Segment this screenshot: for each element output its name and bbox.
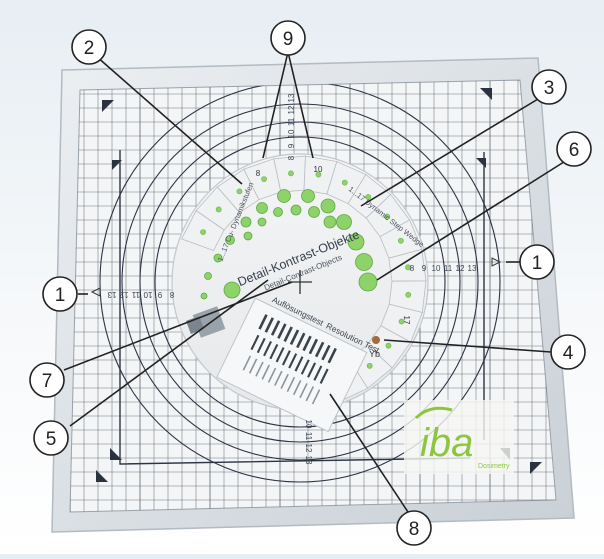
svg-text:5: 5 (46, 429, 57, 450)
scale-top-label: 8 (287, 155, 296, 160)
wedge-dot (384, 213, 391, 220)
wedge-dot (385, 342, 392, 349)
left-arrow-marker (90, 287, 101, 297)
callout-3: 3 (531, 69, 567, 105)
callout-8: 8 (396, 510, 432, 546)
wedge-dot (366, 362, 373, 369)
scale-top-label: 10 (287, 129, 296, 138)
scale-right-label: 11 (444, 264, 453, 273)
wedge-dot (236, 188, 243, 195)
scale-top-label: 12 (287, 105, 296, 114)
callout-1-left: 1 (42, 276, 78, 312)
scale-right-label: 13 (468, 264, 477, 273)
scale-bottom-label: 13 (304, 456, 313, 465)
scale-left-label: 11 (131, 290, 140, 299)
contrast-object (336, 214, 352, 230)
step-label-10: 10 (314, 165, 323, 174)
wedge-dot (215, 206, 222, 213)
callout-9: 9 (270, 20, 306, 56)
callout-leaders (63, 51, 568, 513)
wedge-dot (315, 171, 322, 178)
svg-text:2: 2 (84, 38, 95, 59)
wedge-dot (397, 237, 404, 244)
right-arrow-marker (491, 257, 502, 267)
scale-right-label: 8 (410, 264, 415, 273)
contrast-objects (200, 189, 378, 300)
step-label-8: 8 (256, 169, 261, 178)
contrast-object (358, 272, 378, 292)
contrast-object (223, 281, 241, 299)
scale-left-label: 9 (157, 290, 162, 299)
contrast-object (290, 204, 302, 216)
svg-text:6: 6 (569, 140, 580, 161)
wedge-dot (398, 318, 405, 325)
contrast-object (323, 215, 337, 229)
contrast-object (243, 231, 253, 241)
svg-text:1: 1 (55, 285, 66, 306)
contrast-object (256, 202, 268, 214)
wedge-dot (261, 176, 267, 182)
yb-source-marker (372, 336, 380, 344)
wedge-dot (288, 170, 294, 177)
scale-left-label: 13 (107, 290, 116, 299)
callout-5: 5 (33, 420, 69, 456)
contrast-object (320, 198, 336, 214)
contrast-object (308, 206, 320, 218)
contrast-object (301, 189, 315, 203)
scale-right-label: 9 (422, 264, 427, 273)
svg-text:9: 9 (283, 29, 294, 50)
logo-brand: iba (420, 421, 473, 465)
wedge-dot (405, 291, 412, 298)
contrast-object (347, 233, 365, 251)
callout-7: 7 (29, 362, 65, 398)
yb-label: Yb (369, 349, 380, 359)
contrast-object (200, 292, 208, 300)
contrast-object (225, 235, 235, 245)
contrast-object (277, 189, 291, 203)
contrast-object (355, 253, 373, 271)
scale-left-label: 8 (169, 290, 174, 299)
svg-text:8: 8 (409, 519, 420, 540)
scale-top-label: 9 (287, 143, 296, 148)
svg-text:4: 4 (563, 343, 574, 364)
callout-1-right: 1 (519, 244, 555, 280)
contrast-object (273, 207, 283, 217)
svg-text:3: 3 (544, 78, 555, 99)
wedge-dot (341, 179, 348, 186)
scale-bottom-label: 10 (304, 420, 313, 429)
scale-right-label: 12 (456, 264, 465, 273)
resolution-bars (242, 314, 337, 405)
svg-text:1: 1 (532, 253, 543, 274)
scale-top-label: 11 (287, 117, 296, 126)
inner-frame-lines (119, 150, 485, 465)
scale-bottom-label: 11 (304, 432, 313, 441)
callout-6: 6 (556, 131, 592, 167)
scale-left-label: 12 (119, 290, 128, 299)
scale-bottom-label: 12 (304, 444, 313, 453)
wedge-dot (405, 264, 411, 271)
logo-tagline: Dosimetry (478, 463, 510, 470)
callout-4: 4 (550, 334, 586, 370)
scale-right-label: 10 (432, 264, 441, 273)
svg-text:7: 7 (42, 371, 53, 392)
iba-logo: iba Dosimetry (404, 400, 514, 474)
wedge-dot (365, 194, 372, 200)
step-label-17: 17 (402, 316, 411, 325)
contrast-object (257, 217, 267, 227)
scale-left-label: 10 (143, 290, 152, 299)
callout-2: 2 (71, 29, 107, 65)
contrast-object (240, 216, 252, 228)
contrast-object (204, 272, 212, 280)
scale-top-label: 13 (287, 93, 296, 102)
wedge-dot (200, 229, 206, 235)
contrast-object (213, 253, 223, 263)
